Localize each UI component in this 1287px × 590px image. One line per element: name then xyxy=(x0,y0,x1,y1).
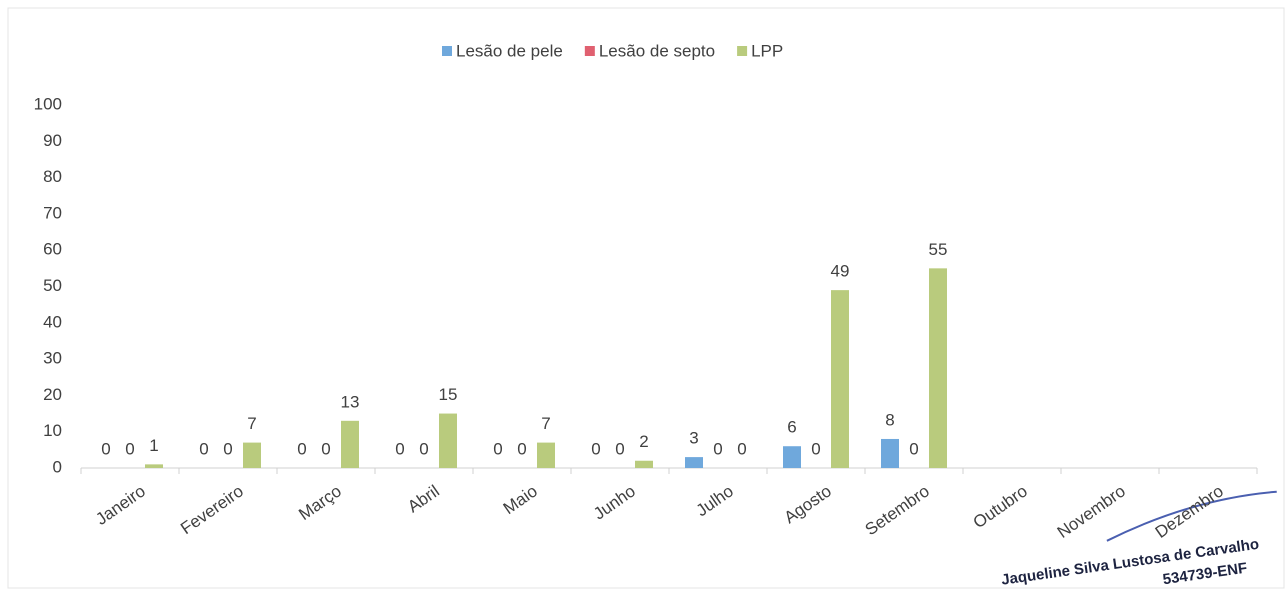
x-tick-label: Novembro xyxy=(1054,481,1129,542)
bar xyxy=(341,420,359,468)
bar xyxy=(439,413,457,468)
data-label: 0 xyxy=(737,439,746,458)
stamp-arc xyxy=(1106,490,1277,542)
data-label: 0 xyxy=(419,439,428,458)
x-tick-label: Julho xyxy=(693,481,737,520)
y-tick-label: 50 xyxy=(43,276,62,295)
data-label: 1 xyxy=(149,436,158,455)
y-tick-label: 40 xyxy=(43,312,62,331)
data-label: 49 xyxy=(831,262,850,281)
legend-label: Lesão de pele xyxy=(456,41,563,60)
data-label: 0 xyxy=(101,439,110,458)
data-label: 0 xyxy=(493,439,502,458)
y-tick-label: 30 xyxy=(43,349,62,368)
bar xyxy=(831,290,849,468)
data-label: 0 xyxy=(223,439,232,458)
x-tick-label: Outubro xyxy=(970,481,1031,532)
data-label: 0 xyxy=(395,439,404,458)
legend-swatch xyxy=(442,46,452,56)
bar xyxy=(537,442,555,468)
y-tick-label: 100 xyxy=(34,94,62,113)
data-label: 55 xyxy=(929,240,948,259)
data-label: 8 xyxy=(885,410,894,429)
data-label: 0 xyxy=(297,439,306,458)
bar xyxy=(929,268,947,468)
data-label: 0 xyxy=(199,439,208,458)
data-label: 0 xyxy=(811,439,820,458)
data-label: 7 xyxy=(541,414,550,433)
x-tick-label: Junho xyxy=(590,481,639,523)
legend-swatch xyxy=(584,46,595,56)
bar xyxy=(685,457,703,468)
x-tick-label: Abril xyxy=(404,481,443,516)
bar xyxy=(243,442,261,468)
data-label: 13 xyxy=(341,392,360,411)
chart-border xyxy=(7,7,1285,589)
legend-label: Lesão de septo xyxy=(599,41,715,60)
x-tick-label: Fevereiro xyxy=(177,481,247,538)
data-label: 0 xyxy=(713,439,722,458)
y-tick-label: 20 xyxy=(43,385,62,404)
data-label: 0 xyxy=(591,439,600,458)
data-label: 0 xyxy=(321,439,330,458)
x-tick-label: Setembro xyxy=(862,481,933,539)
data-label: 0 xyxy=(615,439,624,458)
data-label: 2 xyxy=(639,432,648,451)
legend-label: LPP xyxy=(751,41,783,60)
x-tick-label: Janeiro xyxy=(92,481,149,529)
bar xyxy=(145,464,163,468)
data-label: 7 xyxy=(247,414,256,433)
y-tick-label: 80 xyxy=(43,167,62,186)
data-label: 0 xyxy=(909,439,918,458)
x-tick-label: Maio xyxy=(500,481,541,518)
y-tick-label: 60 xyxy=(43,240,62,259)
x-tick-label: Agosto xyxy=(781,481,835,527)
x-tick-label: Março xyxy=(295,481,345,524)
data-label: 0 xyxy=(125,439,134,458)
bar xyxy=(635,460,653,468)
data-label: 0 xyxy=(517,439,526,458)
x-tick-label: Dezembro xyxy=(1152,481,1227,542)
y-tick-label: 0 xyxy=(53,457,62,476)
y-tick-label: 70 xyxy=(43,203,62,222)
bar xyxy=(881,438,899,468)
data-label: 15 xyxy=(439,385,458,404)
y-tick-label: 10 xyxy=(43,421,62,440)
data-label: 3 xyxy=(689,429,698,448)
bar xyxy=(783,446,801,468)
legend-swatch xyxy=(737,46,748,56)
signature: Jaqueline Silva Lustosa de Carvalho 5347… xyxy=(1000,490,1277,589)
y-tick-label: 90 xyxy=(43,131,62,150)
data-label: 6 xyxy=(787,418,796,437)
